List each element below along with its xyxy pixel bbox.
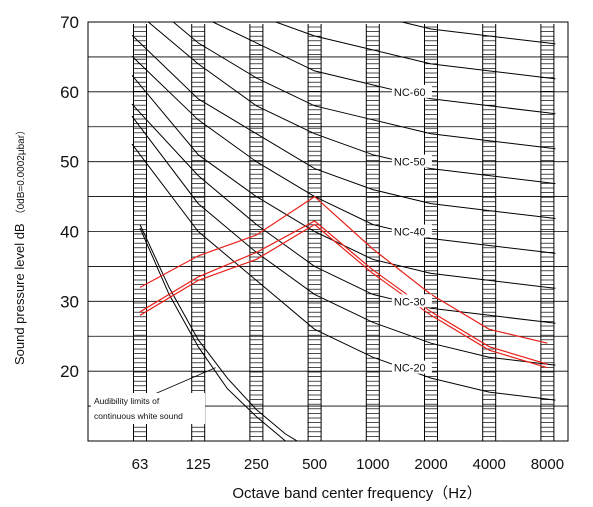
plot-frame	[87, 21, 569, 442]
x-axis-label: Octave band center frequency（Hz）	[232, 485, 481, 502]
frequency-band-ladders	[133, 24, 555, 441]
nc-curve	[172, 22, 556, 150]
nc-label-bg	[391, 294, 432, 308]
plot-border	[87, 21, 569, 442]
nc-label-bg	[391, 154, 432, 168]
nc-curve	[131, 34, 556, 219]
x-tick-label: 2000	[414, 456, 447, 473]
y-tick-labels: 20 30 40 50 60 70	[60, 13, 79, 381]
nc-label: NC-40	[394, 227, 426, 239]
measured-line	[139, 220, 548, 365]
y-tick-label: 20	[60, 362, 79, 381]
band-ladder	[482, 24, 497, 441]
x-tick-label: 4000	[473, 456, 506, 473]
nc-curve-labels: NC-20 NC-30 NC-40 NC-50 NC-60	[391, 84, 432, 375]
x-tick-label: 1000	[356, 456, 389, 473]
audibility-note: Audibility limits of continuous white so…	[91, 367, 216, 424]
y-tick-label: 40	[60, 223, 79, 242]
y-tick-label: 60	[60, 83, 79, 102]
x-tick-labels: 63 125 250 500 1000 2000 4000 8000	[132, 456, 564, 473]
measured-series	[139, 195, 548, 369]
measured-line	[139, 195, 548, 344]
audibility-note-line-1: Audibility limits of	[94, 396, 160, 406]
band-ladder	[365, 24, 380, 441]
audibility-note-leader	[149, 367, 216, 397]
band-ladder	[540, 24, 555, 441]
band-ladder	[133, 24, 147, 441]
x-tick-label: 63	[132, 456, 149, 473]
x-tick-label: 8000	[531, 456, 564, 473]
nc-curve	[147, 22, 556, 185]
nc-curve	[211, 22, 556, 115]
nc-curve	[399, 22, 556, 45]
nc-label-bg	[391, 84, 432, 98]
y-tick-label: 30	[60, 292, 79, 311]
nc-curve	[131, 74, 556, 289]
band-ladder	[191, 24, 206, 441]
nc-curve	[274, 22, 556, 80]
nc-curve	[131, 55, 556, 254]
nc-label: NC-30	[394, 296, 426, 308]
y-tick-label: 50	[60, 153, 79, 172]
band-ladder	[307, 24, 322, 441]
nc-label: NC-60	[394, 87, 426, 99]
nc-label-bg	[391, 224, 432, 238]
nc-curve	[132, 0, 555, 9]
nc-curve	[131, 143, 556, 401]
x-tick-label: 250	[244, 456, 269, 473]
nc-label: NC-50	[394, 157, 426, 169]
measured-line	[139, 223, 548, 369]
nc-label-bg	[391, 360, 432, 374]
nc-curve	[131, 103, 556, 324]
x-tick-label: 125	[186, 456, 211, 473]
y-tick-label: 70	[60, 13, 79, 32]
nc-curve	[131, 115, 556, 366]
audibility-curve	[139, 224, 299, 441]
nc-label: NC-20	[394, 363, 426, 375]
x-tick-label: 500	[302, 456, 327, 473]
audibility-note-line-2: continuous white sound	[94, 411, 183, 421]
audibility-note-box	[91, 393, 205, 424]
y-axis-label: Sound pressure level dB（0dB=0.0002μbar）	[12, 125, 27, 365]
